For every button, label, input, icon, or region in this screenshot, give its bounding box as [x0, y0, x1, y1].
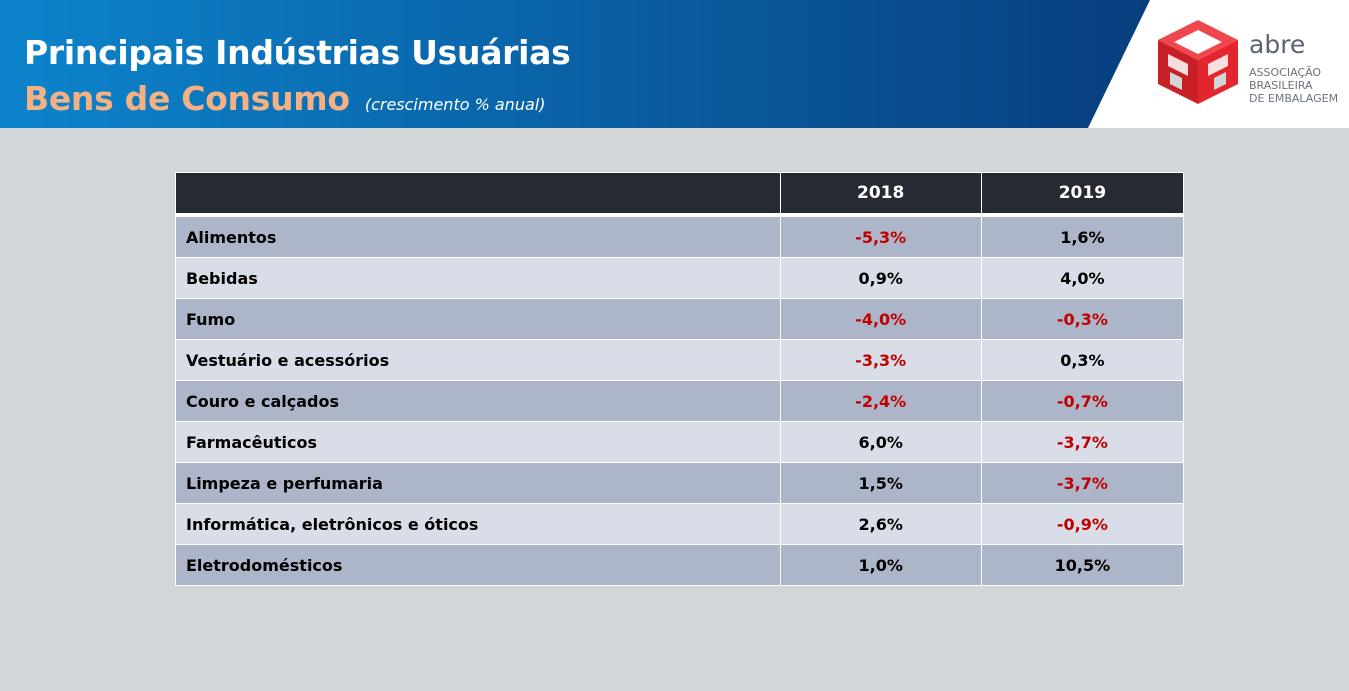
value-2019: 4,0% [980, 257, 1185, 299]
header: Principais Indústrias Usuárias Bens de C… [0, 0, 1349, 128]
growth-table: 2018 2019 Alimentos -5,3% 1,6% Bebidas 0… [175, 172, 1185, 586]
value-2019: 0,3% [980, 339, 1185, 381]
red-cube-logo-icon [1158, 20, 1238, 104]
value-2018: 2,6% [779, 503, 982, 545]
logo-tagline-line: BRASILEIRA [1249, 79, 1313, 92]
page-title: Principais Indústrias Usuárias [24, 33, 571, 72]
row-label: Farmacêuticos [175, 421, 781, 463]
table-header-row: 2018 2019 [175, 172, 1185, 216]
logo-name: abre [1249, 30, 1306, 59]
row-label: Informática, eletrônicos e óticos [175, 503, 781, 545]
row-label: Eletrodomésticos [175, 544, 781, 586]
value-2019: -0,9% [980, 503, 1185, 545]
row-label: Limpeza e perfumaria [175, 462, 781, 504]
table-row: Alimentos -5,3% 1,6% [175, 214, 1185, 258]
logo-tagline-line: DE EMBALAGEM [1249, 92, 1339, 105]
value-2019: -3,7% [980, 421, 1185, 463]
value-2019: 10,5% [980, 544, 1185, 586]
value-2019: -0,7% [980, 380, 1185, 422]
table-row: Bebidas 0,9% 4,0% [175, 257, 1185, 299]
value-2018: 0,9% [779, 257, 982, 299]
logo-tagline-line: ASSOCIAÇÃO [1249, 66, 1322, 79]
page-subtitle: Bens de Consumo [24, 79, 350, 118]
row-label: Fumo [175, 298, 781, 340]
value-2019: -3,7% [980, 462, 1185, 504]
value-2019: 1,6% [980, 214, 1185, 258]
table-row: Eletrodomésticos 1,0% 10,5% [175, 544, 1185, 586]
header-cell-2018: 2018 [779, 172, 982, 216]
logo-tagline: ASSOCIAÇÃO BRASILEIRA DE EMBALAGEM [1249, 66, 1338, 105]
table-row: Fumo -4,0% -0,3% [175, 298, 1185, 340]
subtitle-note: (crescimento % anual) [364, 95, 546, 114]
table-row: Informática, eletrônicos e óticos 2,6% -… [175, 503, 1185, 545]
table-row: Couro e calçados -2,4% -0,7% [175, 380, 1185, 422]
row-label: Bebidas [175, 257, 781, 299]
value-2019: -0,3% [980, 298, 1185, 340]
value-2018: 1,0% [779, 544, 982, 586]
subtitle-line: Bens de Consumo (crescimento % anual) [24, 79, 545, 118]
header-cell-label [175, 172, 781, 216]
value-2018: 6,0% [779, 421, 982, 463]
table-body: Alimentos -5,3% 1,6% Bebidas 0,9% 4,0% F… [175, 214, 1185, 586]
value-2018: -2,4% [779, 380, 982, 422]
header-banner [0, 0, 1349, 128]
table-row: Limpeza e perfumaria 1,5% -3,7% [175, 462, 1185, 504]
row-label: Couro e calçados [175, 380, 781, 422]
value-2018: -5,3% [779, 214, 982, 258]
row-label: Alimentos [175, 214, 781, 258]
table-row: Farmacêuticos 6,0% -3,7% [175, 421, 1185, 463]
header-cell-2019: 2019 [980, 172, 1185, 216]
value-2018: 1,5% [779, 462, 982, 504]
table-row: Vestuário e acessórios -3,3% 0,3% [175, 339, 1185, 381]
abre-logo: abre ASSOCIAÇÃO BRASILEIRA DE EMBALAGEM [1152, 16, 1342, 111]
row-label: Vestuário e acessórios [175, 339, 781, 381]
value-2018: -3,3% [779, 339, 982, 381]
value-2018: -4,0% [779, 298, 982, 340]
